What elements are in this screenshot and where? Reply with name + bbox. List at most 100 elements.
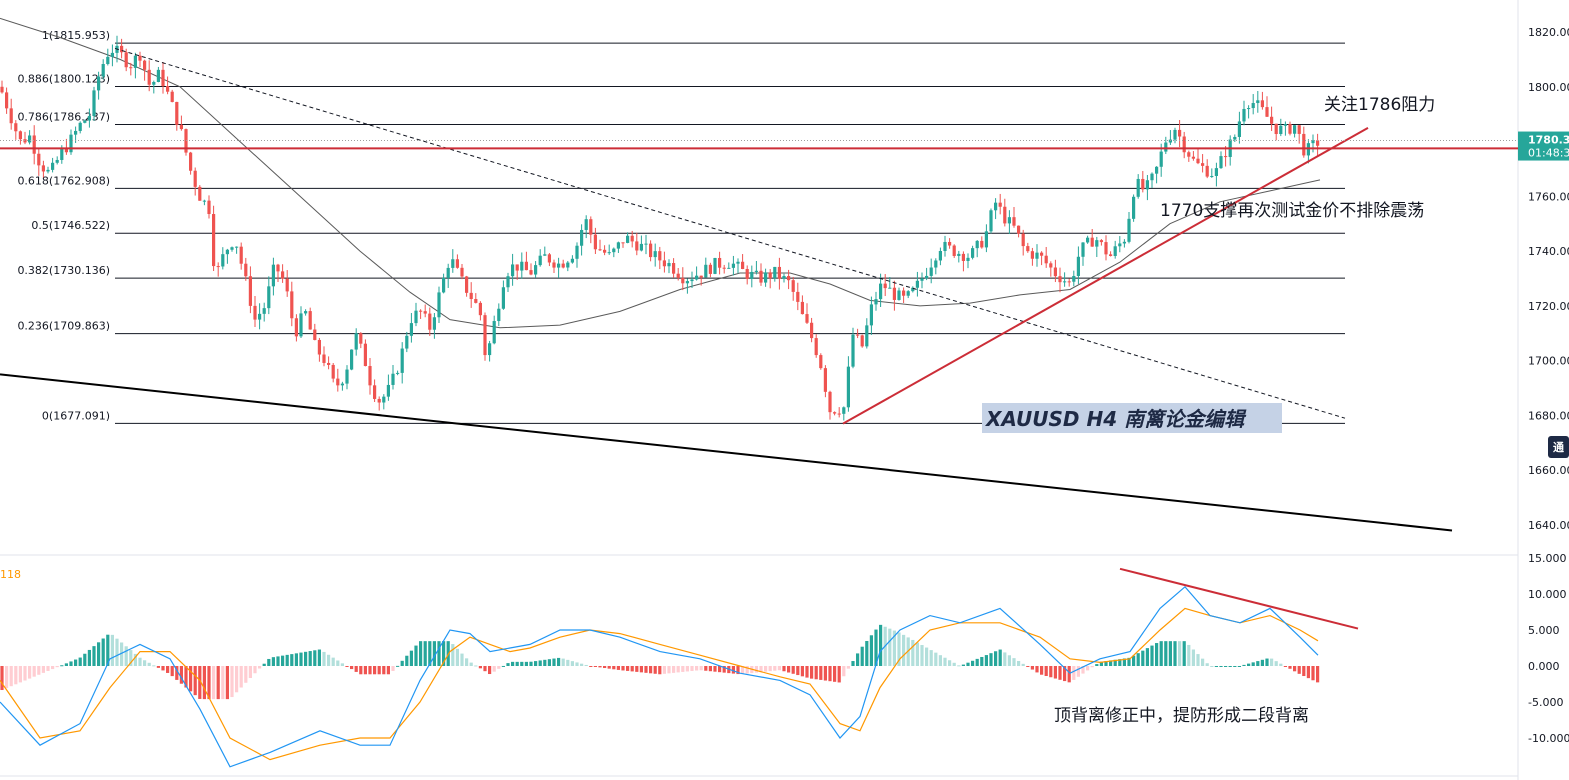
candle-body: [258, 313, 262, 320]
macd-histogram-bar: [851, 661, 855, 666]
candle-body: [248, 276, 252, 306]
candle-body: [1007, 217, 1011, 224]
macd-histogram-bar: [1237, 666, 1241, 667]
macd-histogram-bar: [248, 666, 252, 679]
macd-histogram-bar: [428, 641, 432, 666]
macd-histogram-bar: [998, 649, 1002, 666]
candle-body: [179, 124, 183, 130]
macd-histogram-bar: [1224, 666, 1228, 667]
macd-histogram-bar: [879, 624, 883, 666]
candle-body: [879, 283, 883, 300]
candle-body: [101, 64, 105, 77]
side-tag[interactable]: 通: [1548, 436, 1569, 458]
candle-body: [897, 290, 901, 300]
macd-histogram-bar: [5, 666, 9, 689]
macd-histogram-bar: [1017, 660, 1021, 666]
candle-body: [782, 276, 786, 279]
candle-body: [400, 348, 404, 373]
macd-histogram-bar: [1076, 666, 1080, 677]
candle-body: [1141, 178, 1145, 190]
macd-histogram-bar: [1219, 666, 1223, 667]
horizontal-price-line[interactable]: [0, 140, 1518, 150]
macd-histogram-bar: [952, 662, 956, 666]
macd-histogram-bar: [1297, 666, 1301, 674]
candle-body: [621, 242, 625, 244]
moving-average: [0, 17, 1321, 329]
macd-histogram-bar: [561, 658, 565, 666]
macd-histogram-bar: [1007, 655, 1011, 666]
candle-body: [1122, 241, 1126, 244]
candle-body: [202, 200, 206, 202]
candle-body: [225, 249, 229, 255]
macd-histogram-bar: [1316, 666, 1320, 683]
macd-histogram-bar: [419, 641, 423, 666]
candle-body: [557, 263, 561, 268]
macd-histogram-bar: [833, 666, 837, 682]
candle-body: [1090, 237, 1094, 247]
macd-histogram-bar: [23, 666, 27, 681]
macd-histogram-bar: [1086, 666, 1090, 671]
candlesticks[interactable]: [0, 35, 1320, 421]
macd-histogram-bar: [754, 666, 758, 673]
candle-body: [120, 45, 124, 53]
macd-histogram-bar: [55, 666, 59, 668]
macd-histogram-bar: [138, 657, 142, 666]
candle-body: [299, 313, 303, 337]
trendlines[interactable]: [0, 47, 1453, 532]
macd-histogram-bar: [1150, 645, 1154, 666]
candle-body: [32, 135, 36, 154]
candle-body: [46, 169, 50, 172]
candle-body: [626, 235, 630, 243]
macd-histogram-bar: [60, 665, 64, 667]
macd-histogram-bar: [488, 666, 492, 675]
macd-histogram-bar: [1251, 662, 1255, 666]
candle-body: [828, 391, 832, 413]
annotation-resistance[interactable]: 关注1786阻力: [1324, 95, 1435, 115]
candle-body: [1210, 175, 1214, 177]
macd-histogram-bar: [603, 666, 607, 669]
macd-histogram-bar: [345, 666, 349, 667]
macd-histogram-bar: [741, 666, 745, 675]
macd-histogram-bar: [787, 666, 791, 673]
macd-histogram-bar: [1136, 653, 1140, 666]
candle-body: [106, 56, 110, 65]
macd-histogram-bar: [474, 665, 478, 667]
macd-histogram-bar: [929, 650, 933, 666]
macd-histogram-bar: [1035, 666, 1039, 673]
macd-histogram-bar: [524, 661, 528, 666]
candle-body: [198, 186, 202, 201]
macd-histogram-bar: [1233, 666, 1237, 667]
candle-body: [244, 263, 248, 277]
macd-histogram-bar: [1228, 666, 1232, 667]
macd-histogram-bar: [662, 666, 666, 674]
candle-body: [1026, 246, 1030, 252]
candle-body: [14, 123, 18, 132]
macd-histogram-bar: [1104, 661, 1108, 666]
candle-body: [432, 317, 436, 330]
macd-histogram-bar: [262, 663, 266, 666]
macd-histogram-bar: [442, 641, 446, 666]
macd-histogram-bar: [101, 638, 105, 666]
annotation-macd[interactable]: 顶背离修正中，提防形成二段背离: [1054, 706, 1309, 726]
candle-body: [1288, 124, 1292, 134]
macd-histogram-bar: [1214, 666, 1218, 667]
current-price-countdown: 01:48:3: [1528, 147, 1569, 160]
macd-histogram-bar: [1090, 666, 1094, 668]
watermark-text: XAUUSD H4 南篱论金编辑: [984, 407, 1247, 431]
macd-histogram-bar: [299, 652, 303, 666]
fib-level-label: 1(1815.953): [42, 29, 110, 42]
candle-body: [662, 260, 666, 267]
macd-histogram-bar: [230, 666, 234, 698]
candle-body: [603, 249, 607, 253]
macd-histogram-bar: [557, 657, 561, 666]
macd-histogram-bar: [1210, 666, 1214, 667]
macd-histogram-bar: [699, 666, 703, 671]
macd-histogram-bar: [221, 666, 225, 700]
macd-histogram-bar: [971, 660, 975, 666]
fibonacci-retracement[interactable]: 1(1815.953) 0.886(1800.123) 0.786(1786.237…: [17, 29, 1345, 424]
macd-histogram-bar: [672, 666, 676, 673]
annotation-support[interactable]: 1770支撑再次测试金价不排除震荡: [1160, 201, 1424, 221]
macd-histogram-bar: [382, 666, 386, 675]
candle-body: [810, 322, 814, 339]
